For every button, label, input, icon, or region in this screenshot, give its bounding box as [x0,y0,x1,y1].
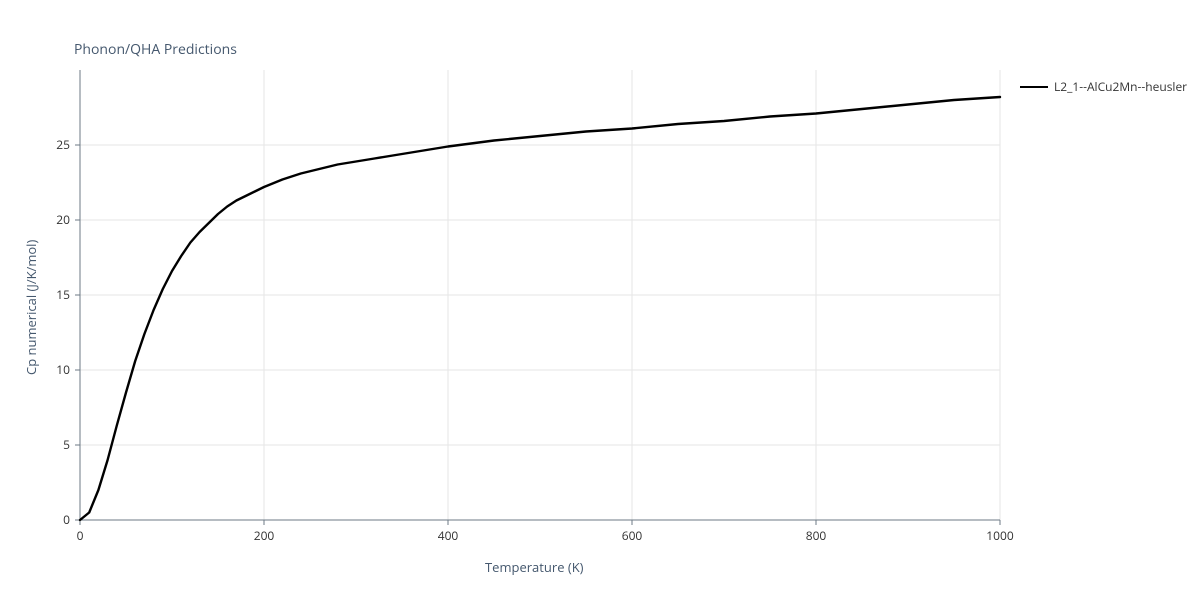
y-tick-label: 25 [56,136,70,153]
x-tick-label: 200 [254,527,275,544]
x-tick-label: 600 [622,527,643,544]
x-tick-label: 400 [438,527,459,544]
y-tick-label: 0 [63,511,70,528]
series-line [80,97,1000,520]
chart-plot: 0 200 400 600 800 1000 0 5 10 15 20 25 [0,0,1200,600]
y-tick-label: 15 [56,286,70,303]
x-tick-label: 800 [806,527,827,544]
y-tick-label: 5 [63,436,70,453]
x-tick-label: 1000 [986,527,1014,544]
x-tick-label: 0 [77,527,84,544]
y-tick-label: 10 [56,361,70,378]
y-tick-label: 20 [56,211,70,228]
